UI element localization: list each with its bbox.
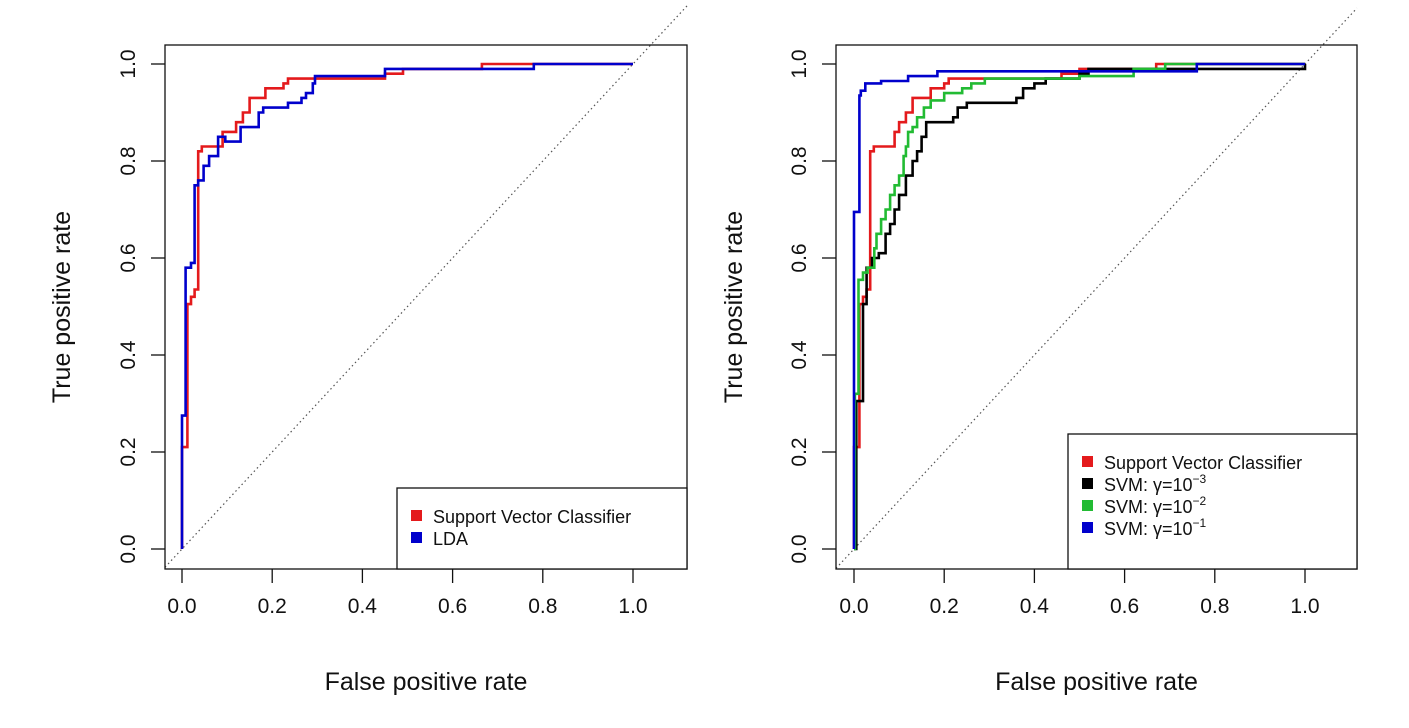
legend-item: SVM: γ=10−3 — [1082, 472, 1207, 495]
y-tick-label: 0.8 — [117, 146, 140, 175]
x-tick-label: 0.2 — [258, 595, 287, 618]
legend-item: Support Vector Classifier — [1082, 453, 1302, 473]
x-axis-title: False positive rate — [325, 668, 528, 696]
x-tick-label: 0.4 — [348, 595, 378, 618]
legend-label-base: SVM: γ=10 — [1104, 497, 1193, 517]
legend-label: Support Vector Classifier — [433, 507, 631, 527]
x-tick-label: 0.8 — [1200, 595, 1229, 618]
y-tick-label: 0.4 — [788, 340, 811, 370]
y-tick-label: 0.6 — [788, 243, 811, 272]
y-tick-label: 0.2 — [788, 437, 811, 466]
x-tick-label: 0.8 — [528, 595, 557, 618]
roc-curve-1 — [852, 62, 1305, 549]
x-axis-title: False positive rate — [995, 668, 1198, 696]
legend-box — [396, 487, 688, 570]
x-tick-label: 1.0 — [1290, 595, 1319, 618]
legend-swatch — [1082, 500, 1093, 511]
legend-item: Support Vector Classifier — [411, 507, 631, 527]
legend-item: SVM: γ=10−2 — [1082, 494, 1207, 517]
legend-label-base: SVM: γ=10 — [1104, 475, 1193, 495]
x-tick-label: 0.4 — [1020, 595, 1050, 618]
legend-item: LDA — [411, 529, 468, 549]
reference-diagonal-line — [164, 5, 688, 568]
legend-label-exponent: −1 — [1193, 516, 1207, 530]
legend-swatch — [411, 510, 422, 521]
y-tick-label: 0.0 — [788, 534, 811, 563]
y-tick-label: 1.0 — [117, 49, 140, 78]
x-tick-label: 0.0 — [167, 595, 196, 618]
legend-box — [1067, 433, 1358, 570]
roc-curve-3 — [853, 62, 1305, 551]
x-tick-label: 0.0 — [839, 595, 868, 618]
x-tick-label: 0.6 — [1110, 595, 1139, 618]
legend-label: SVM: γ=10−1 — [1104, 516, 1207, 539]
y-axis-title: True positive rate — [48, 211, 76, 403]
x-tick-label: 1.0 — [618, 595, 647, 618]
legend-label: LDA — [433, 529, 468, 549]
y-axis-title: True positive rate — [720, 211, 748, 403]
y-tick-label: 0.6 — [117, 243, 140, 272]
legend-label: SVM: γ=10−2 — [1104, 494, 1207, 517]
y-tick-label: 0.2 — [117, 437, 140, 466]
legend-label: Support Vector Classifier — [1104, 453, 1302, 473]
y-tick-label: 0.8 — [788, 146, 811, 175]
y-tick-label: 0.0 — [117, 534, 140, 563]
legend-swatch — [411, 532, 422, 543]
y-tick-label: 0.4 — [117, 340, 140, 370]
legend-item: SVM: γ=10−1 — [1082, 516, 1207, 539]
legend-swatch — [1082, 456, 1093, 467]
legend-label-exponent: −2 — [1193, 494, 1207, 508]
legend-label: SVM: γ=10−3 — [1104, 472, 1207, 495]
x-tick-label: 0.2 — [930, 595, 959, 618]
legend-label-base: SVM: γ=10 — [1104, 519, 1193, 539]
roc-curve-2 — [180, 62, 633, 549]
roc-chart-2: 0.0 0.2 0.4 0.6 0.8 1.0 0.0 0.2 0.4 0.6 0.8 1.0 Fals… — [720, 7, 1358, 696]
roc-curve-4 — [852, 62, 1305, 549]
roc-chart-1: 0.0 0.2 0.4 0.6 0.8 1.0 0.0 0.2 0.4 0.6 0.8 1.0 Fals… — [48, 5, 688, 696]
y-tick-label: 1.0 — [788, 49, 811, 78]
legend-swatch — [1082, 478, 1093, 489]
legend-label-exponent: −3 — [1193, 472, 1207, 486]
legend-swatch — [1082, 522, 1093, 533]
roc-curve-2 — [854, 64, 1307, 551]
x-tick-label: 0.6 — [438, 595, 467, 618]
reference-diagonal-line — [835, 7, 1358, 569]
